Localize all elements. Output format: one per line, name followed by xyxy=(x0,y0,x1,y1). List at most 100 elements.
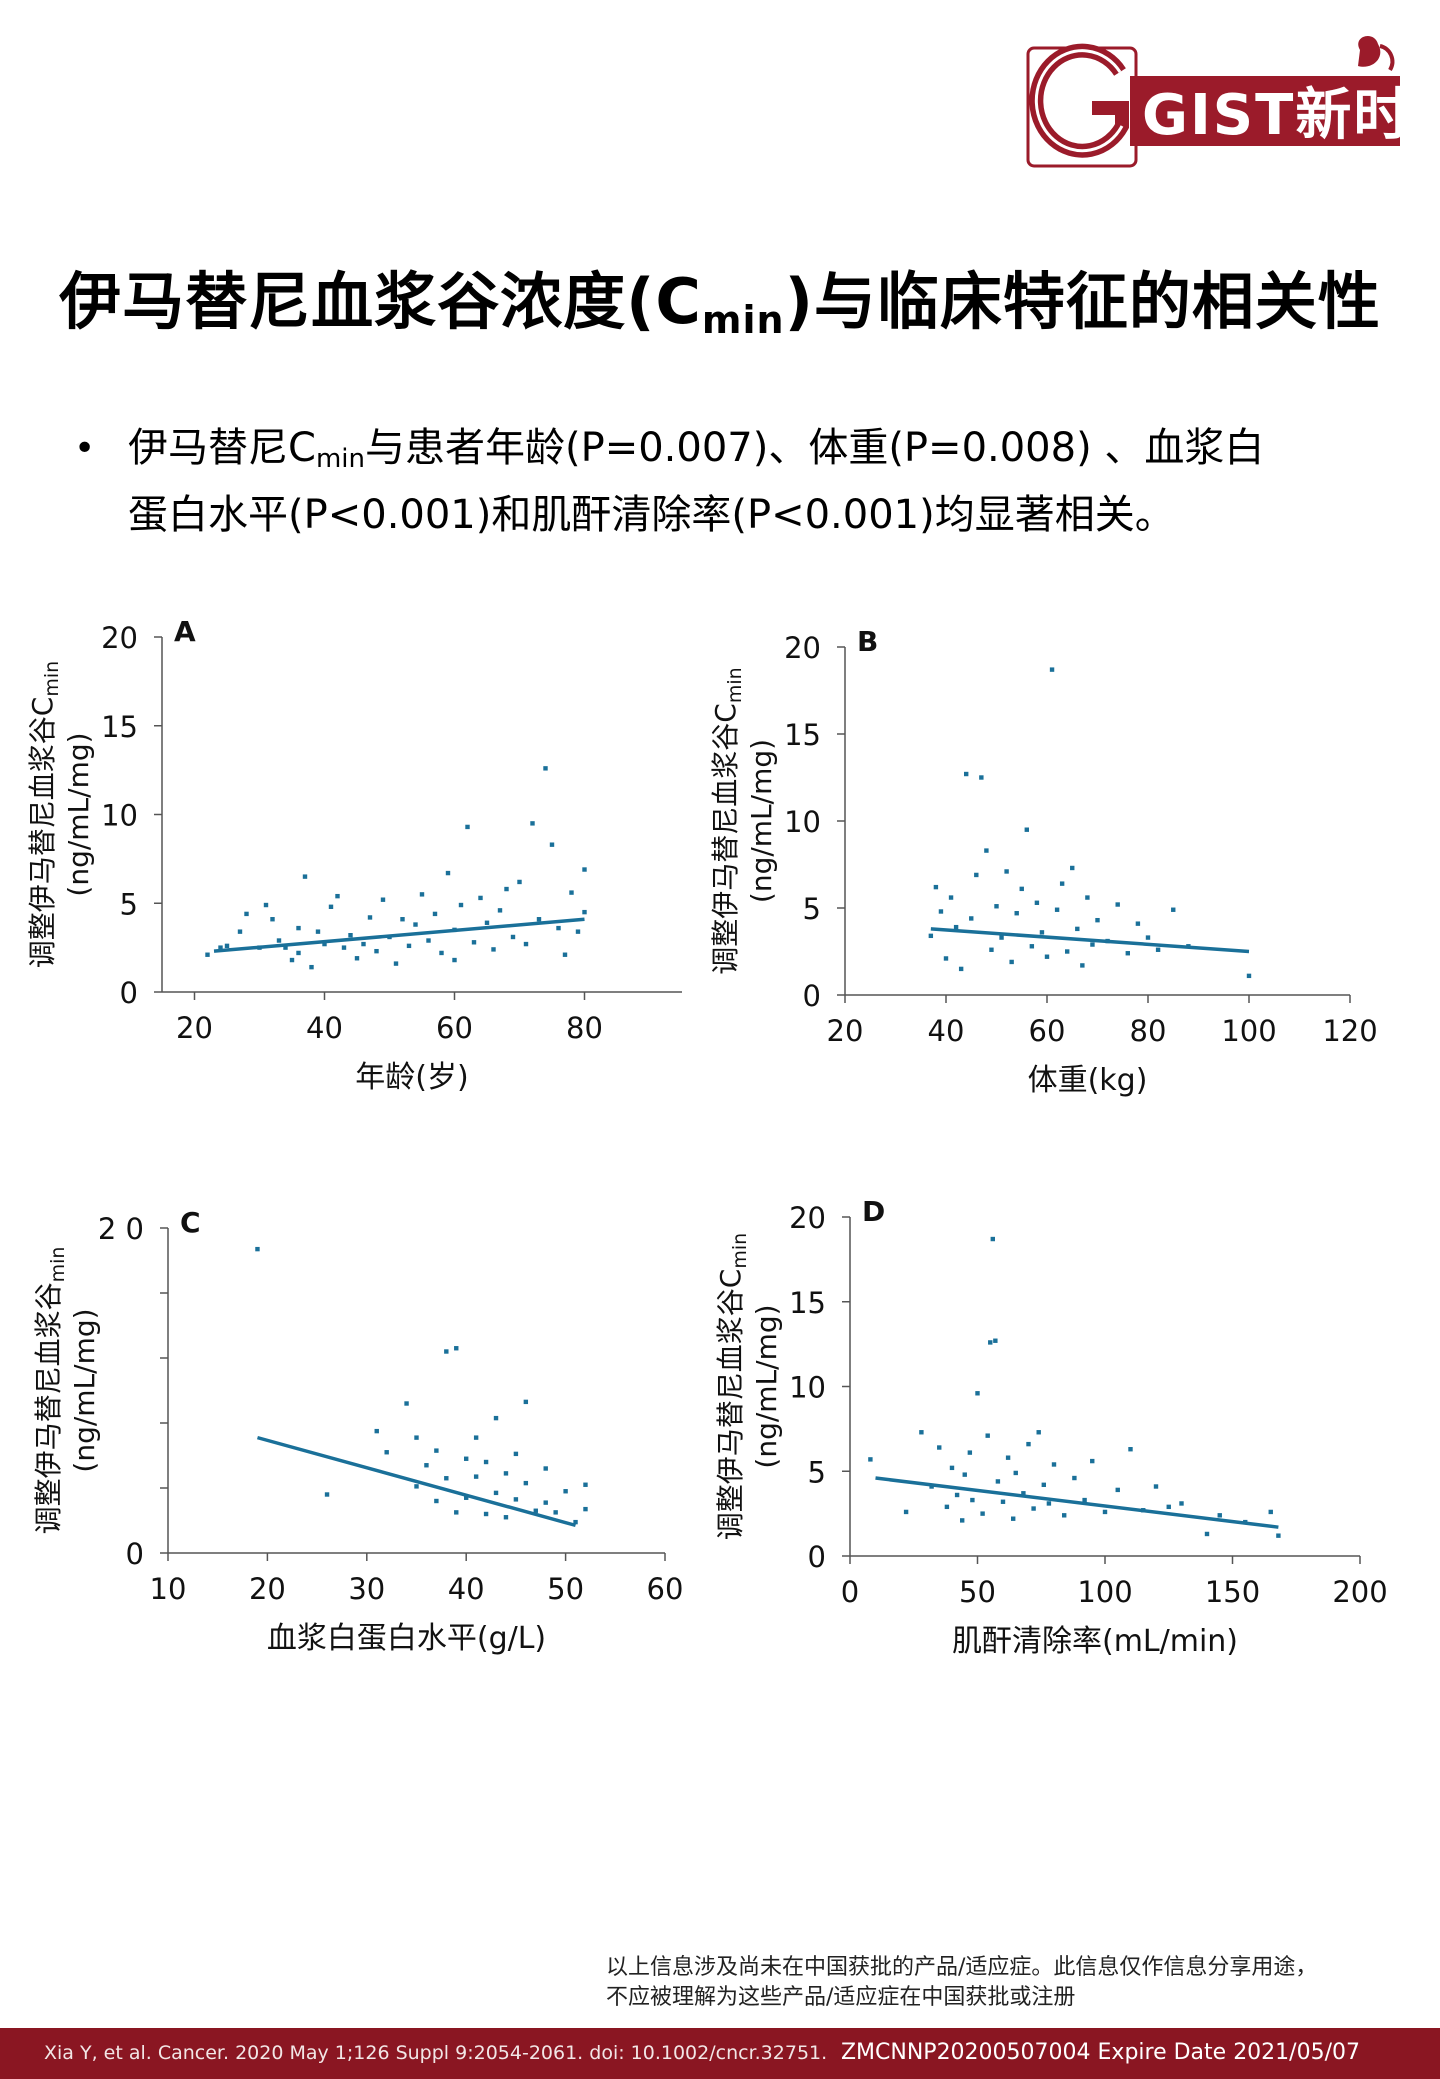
point-a-28 xyxy=(400,917,405,922)
point-b-40 xyxy=(1171,907,1176,912)
point-d-17 xyxy=(993,1338,998,1343)
point-c-16 xyxy=(473,1474,479,1479)
y-axis-unit-b: (ng/mL/mg) xyxy=(745,739,778,903)
point-a-13 xyxy=(302,874,308,879)
x-tick-label-c-2: 30 xyxy=(348,1572,385,1606)
point-a-42 xyxy=(484,920,490,925)
point-b-30 xyxy=(1080,963,1085,968)
point-c-15 xyxy=(464,1495,469,1500)
point-c-7 xyxy=(424,1463,429,1468)
x-tick-label-d-0: 0 xyxy=(841,1575,859,1609)
point-b-36 xyxy=(1125,951,1130,956)
logo-band xyxy=(1130,76,1400,146)
point-a-22 xyxy=(361,941,366,947)
x-tick-label-d-2: 100 xyxy=(1077,1575,1132,1609)
point-a-19 xyxy=(341,945,347,950)
y-axis-label-b: 调整伊马替尼血浆谷Cmin xyxy=(709,667,746,974)
point-b-4 xyxy=(948,895,954,900)
point-d-25 xyxy=(1031,1506,1036,1511)
panel-label-b: B xyxy=(857,625,878,658)
point-a-10 xyxy=(289,957,295,963)
point-b-28 xyxy=(1070,865,1075,871)
x-tick-label-b-2: 60 xyxy=(1029,1014,1066,1048)
point-a-29 xyxy=(406,943,412,949)
point-b-33 xyxy=(1095,917,1100,923)
point-a-23 xyxy=(367,915,373,920)
point-d-13 xyxy=(980,1511,985,1516)
x-tick-label-b-3: 80 xyxy=(1130,1014,1167,1048)
point-b-39 xyxy=(1155,947,1161,952)
point-c-8 xyxy=(434,1498,439,1504)
point-a-0 xyxy=(205,952,210,957)
point-c-25 xyxy=(513,1497,519,1502)
gist-logo-g-mark xyxy=(1026,43,1138,168)
point-d-2 xyxy=(919,1430,924,1435)
y-axis-label-c: 调整伊马替尼血浆谷min xyxy=(32,1247,69,1535)
point-d-32 xyxy=(1082,1497,1087,1503)
point-a-54 xyxy=(562,952,568,957)
x-tick-label-a-1: 40 xyxy=(306,1011,343,1045)
point-d-12 xyxy=(975,1391,980,1396)
point-d-7 xyxy=(954,1492,960,1498)
x-tick-label-a-0: 20 xyxy=(176,1011,213,1045)
point-b-31 xyxy=(1085,895,1090,900)
point-c-20 xyxy=(493,1490,499,1496)
point-d-39 xyxy=(1166,1504,1171,1510)
y-tick-label-d-0: 0 xyxy=(808,1540,826,1574)
panel-label-a: A xyxy=(174,615,196,648)
x-tick-label-d-3: 150 xyxy=(1205,1575,1260,1609)
point-d-41 xyxy=(1204,1531,1210,1537)
point-c-23 xyxy=(503,1515,509,1520)
point-d-6 xyxy=(949,1465,955,1471)
citation: Xia Y, et al. Cancer. 2020 May 1;126 Sup… xyxy=(44,2042,828,2064)
point-d-11 xyxy=(970,1497,975,1503)
fit-line-b xyxy=(930,927,1250,954)
point-b-1 xyxy=(933,884,939,890)
disclaimer: 以上信息涉及尚未在中国获批的产品/适应症。此信息仅作信息分享用途， 不应被理解为… xyxy=(606,1955,1318,2010)
y-axis-unit-d: (ng/mL/mg) xyxy=(750,1304,783,1468)
point-b-23 xyxy=(1044,954,1050,959)
point-a-55 xyxy=(569,890,574,895)
point-b-17 xyxy=(1014,911,1019,916)
point-c-32 xyxy=(563,1489,568,1494)
point-a-25 xyxy=(380,897,386,902)
fit-line-a xyxy=(213,917,585,953)
point-a-47 xyxy=(517,879,522,885)
point-d-14 xyxy=(985,1433,990,1438)
point-c-10 xyxy=(444,1349,449,1354)
point-a-9 xyxy=(283,945,288,950)
y-tick-label-a-3: 15 xyxy=(101,710,138,744)
gist-logo: GIST新时空 xyxy=(1026,36,1408,168)
point-a-1 xyxy=(218,945,223,950)
point-d-21 xyxy=(1011,1516,1016,1521)
y-axis-label-a: 调整伊马替尼血浆谷Cmin xyxy=(26,661,63,968)
x-tick-label-b-1: 40 xyxy=(928,1014,965,1048)
point-b-0 xyxy=(928,933,934,939)
point-a-30 xyxy=(413,922,418,927)
point-c-31 xyxy=(553,1510,558,1515)
page-title: 伊马替尼血浆谷浓度(Cmin)与临床特征的相关性 xyxy=(59,265,1381,342)
point-b-35 xyxy=(1115,902,1120,907)
point-b-6 xyxy=(958,966,964,972)
point-b-37 xyxy=(1135,921,1141,926)
point-b-16 xyxy=(1009,959,1014,965)
point-c-27 xyxy=(523,1480,529,1486)
point-d-44 xyxy=(1268,1509,1273,1515)
point-a-52 xyxy=(549,842,555,847)
point-c-35 xyxy=(583,1506,588,1512)
point-d-45 xyxy=(1276,1533,1281,1538)
point-a-39 xyxy=(465,824,470,830)
y-tick-label-c-5: 2 0 xyxy=(98,1212,144,1246)
x-axis-label-b: 体重(kg) xyxy=(1028,1063,1148,1098)
point-b-38 xyxy=(1145,935,1151,940)
point-a-4 xyxy=(244,911,249,917)
point-b-12 xyxy=(989,947,994,952)
x-axis-label-a: 年龄(岁) xyxy=(355,1060,468,1095)
point-b-21 xyxy=(1034,900,1040,905)
point-c-4 xyxy=(404,1401,409,1406)
point-b-27 xyxy=(1065,949,1070,954)
x-axis-label-d: 肌酐清除率(mL/min) xyxy=(952,1624,1238,1659)
point-b-25 xyxy=(1054,907,1060,912)
panel-label-c: C xyxy=(180,1206,201,1239)
point-d-5 xyxy=(944,1504,950,1510)
